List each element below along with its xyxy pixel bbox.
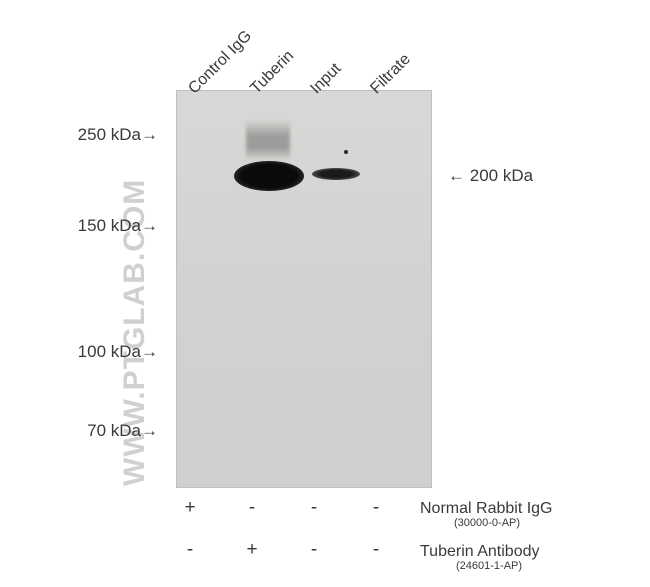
- arrow-icon: →: [141, 125, 158, 145]
- table-row: -: [294, 539, 334, 561]
- band-smear: [246, 120, 290, 160]
- mw-150-text: 150 kDa: [78, 216, 141, 235]
- mw-250: 250 kDa→: [0, 125, 158, 145]
- treatment-sub-normal-igg: (30000-0-AP): [454, 517, 520, 529]
- blot-membrane: [176, 90, 432, 488]
- arrow-icon: →: [141, 421, 158, 441]
- table-row: -: [356, 539, 396, 561]
- treatment-label-tuberin-ab: Tuberin Antibody: [420, 543, 539, 561]
- mw-250-text: 250 kDa: [78, 125, 141, 144]
- table-row: +: [170, 497, 210, 519]
- table-row: -: [356, 497, 396, 519]
- arrow-icon: →: [141, 342, 158, 362]
- mw-100: 100 kDa→: [0, 342, 158, 362]
- treatment-label-normal-igg: Normal Rabbit IgG: [420, 500, 553, 518]
- band-input: [312, 168, 360, 180]
- arrow-icon: →: [141, 216, 158, 236]
- treatment-sub-tuberin-ab: (24601-1-AP): [456, 560, 522, 572]
- arrow-left-icon: ←: [448, 166, 465, 185]
- table-row: -: [170, 539, 210, 561]
- band-tuberin: [234, 161, 304, 191]
- table-row: -: [232, 497, 272, 519]
- mw-100-text: 100 kDa: [78, 342, 141, 361]
- band-annotation-text: 200 kDa: [470, 166, 533, 185]
- table-row: +: [232, 539, 272, 561]
- mw-70-text: 70 kDa: [87, 421, 141, 440]
- band-annotation: ← 200 kDa: [448, 166, 533, 186]
- table-row: -: [294, 497, 334, 519]
- mw-150: 150 kDa→: [0, 216, 158, 236]
- mw-70: 70 kDa→: [0, 421, 158, 441]
- artifact-dot: [344, 150, 348, 154]
- figure-container: WWW.PTGLAB.COM Control IgG Tuberin Input…: [0, 0, 650, 587]
- lane-label-control-igg: Control IgG: [185, 27, 256, 98]
